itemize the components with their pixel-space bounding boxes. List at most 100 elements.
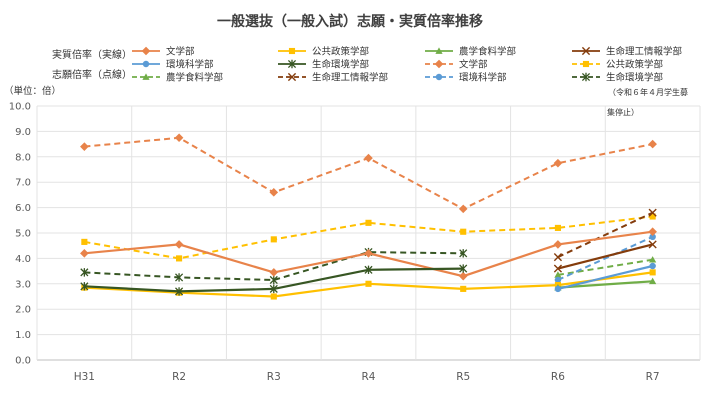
series-line-applicant-life-sci-info xyxy=(557,211,654,259)
legend-item-applicant-public-policy: 公共政策学部 xyxy=(572,59,663,71)
plot-area xyxy=(80,133,657,300)
data-point-applicant-public-policy xyxy=(270,236,277,243)
data-point-applicant-life-env xyxy=(269,275,278,285)
x-tick-label: H31 xyxy=(74,371,95,383)
unit-label: （単位：倍） xyxy=(4,85,61,97)
data-point-applicant-life-env xyxy=(459,249,468,258)
legend-item-actual-literature: 文学部 xyxy=(132,46,195,58)
series-applicant-life-env xyxy=(80,247,468,285)
data-point-applicant-public-policy xyxy=(365,219,372,226)
data-point-actual-literature xyxy=(80,249,89,258)
legend-marker xyxy=(581,46,591,56)
x-tick-label: R2 xyxy=(172,371,186,383)
data-point-applicant-life-sci-info xyxy=(553,253,563,262)
data-point-actual-public-policy xyxy=(649,269,656,276)
series-actual-life-sci-info xyxy=(553,240,657,273)
y-axis: 0.0 1.0 2.0 3.0 4.0 5.0 6.0 7.0 8.0 9.0 10.0 xyxy=(9,102,31,367)
legend-label: 農学食料学部 xyxy=(459,46,516,58)
series-actual-life-env xyxy=(80,264,468,296)
data-point-applicant-env-science xyxy=(554,276,562,284)
y-tick-label: 2.0 xyxy=(15,305,31,316)
data-point-actual-life-env xyxy=(459,264,468,273)
legend-marker xyxy=(141,46,151,56)
data-point-applicant-env-science xyxy=(649,233,656,241)
series-applicant-literature xyxy=(80,133,657,214)
y-tick-label: 4.0 xyxy=(15,254,31,265)
series-actual-literature xyxy=(80,227,657,281)
chart-title: 一般選抜（一般入試）志願・実質倍率推移 xyxy=(217,13,483,30)
data-point-applicant-literature xyxy=(174,133,184,143)
data-point-actual-life-env xyxy=(269,284,278,294)
series-line-actual-life-sci-info xyxy=(557,243,653,270)
series-line-applicant-agri-food xyxy=(557,258,653,276)
x-tick-label: R4 xyxy=(362,371,376,383)
series-applicant-agri-food xyxy=(554,256,657,278)
legend-marker xyxy=(287,72,297,82)
data-point-actual-literature xyxy=(553,240,563,249)
data-point-actual-public-policy xyxy=(460,285,467,292)
legend-label: 文学部 xyxy=(459,59,488,71)
y-tick-label: 5.0 xyxy=(15,229,31,240)
y-tick-label: 8.0 xyxy=(15,152,31,163)
legend-marker xyxy=(142,73,150,80)
legend-item-applicant-life-env: 生命環境学部 xyxy=(572,72,663,84)
data-point-actual-literature xyxy=(458,271,468,281)
data-point-actual-public-policy xyxy=(365,280,372,287)
data-point-applicant-literature xyxy=(458,204,468,214)
data-point-applicant-public-policy xyxy=(81,238,88,245)
y-tick-label: 7.0 xyxy=(15,178,31,189)
data-point-applicant-life-sci-info xyxy=(648,208,657,217)
legend-marker xyxy=(435,47,443,54)
x-tick-label: R7 xyxy=(646,371,660,383)
legend-label: 環境科学部 xyxy=(166,59,214,71)
legend-item-applicant-env-science: 環境科学部 xyxy=(425,72,507,84)
gridlines xyxy=(36,105,701,361)
data-point-actual-life-env xyxy=(364,265,373,275)
data-point-actual-literature xyxy=(174,240,184,249)
series-line-applicant-env-science xyxy=(557,235,654,281)
legend-item-applicant-life-sci-info: 生命理工情報学部 xyxy=(278,72,388,84)
data-point-actual-life-sci-info xyxy=(553,264,563,273)
data-point-actual-env-science xyxy=(649,262,656,270)
y-tick-label: 3.0 xyxy=(15,279,31,290)
legend-marker xyxy=(581,72,591,82)
y-tick-label: 1.0 xyxy=(15,330,31,341)
legend-item-actual-life-sci-info: 生命理工情報学部 xyxy=(572,46,682,58)
data-point-actual-env-science xyxy=(554,285,562,293)
data-point-actual-literature xyxy=(648,227,657,237)
legend-label: 生命理工情報学部 xyxy=(312,72,388,84)
legend-group-applicant-label: 志願倍率（点線） xyxy=(52,68,132,81)
data-point-actual-life-sci-info xyxy=(648,240,657,249)
legend-label: 環境科学部 xyxy=(459,72,507,84)
data-point-actual-literature xyxy=(364,249,373,258)
legend-marker xyxy=(434,59,444,69)
data-point-applicant-literature xyxy=(648,139,657,149)
legend-marker xyxy=(287,59,297,69)
y-tick-label: 10.0 xyxy=(9,102,31,113)
x-tick-label: R6 xyxy=(551,371,565,383)
data-point-applicant-agri-food xyxy=(649,256,657,263)
x-tick-label: R5 xyxy=(456,371,470,383)
x-tick-label: R3 xyxy=(267,371,281,383)
note-line-2: 集停止） xyxy=(607,107,639,117)
legend-item-actual-life-env: 生命環境学部 xyxy=(278,59,369,71)
series-applicant-public-policy xyxy=(81,213,656,262)
legend-group-actual-label: 実質倍率（実線） xyxy=(52,48,132,61)
data-point-applicant-public-policy xyxy=(649,213,656,220)
data-point-actual-life-env xyxy=(175,287,184,296)
data-point-applicant-literature xyxy=(364,153,373,163)
data-point-actual-literature xyxy=(269,268,279,277)
series-line-actual-env-science xyxy=(557,264,653,290)
y-tick-label: 6.0 xyxy=(15,203,31,214)
legend-item-applicant-agri-food: 農学食料学部 xyxy=(132,72,223,84)
series-applicant-env-science xyxy=(554,233,656,284)
legend-item-actual-agri-food: 農学食料学部 xyxy=(425,46,516,58)
legend-label: 生命理工情報学部 xyxy=(606,46,682,58)
legend-item-applicant-literature: 文学部 xyxy=(425,59,488,71)
data-point-actual-agri-food xyxy=(649,277,657,285)
legend-marker xyxy=(288,47,296,55)
series-line-applicant-life-env xyxy=(84,251,464,282)
legend-marker xyxy=(435,73,443,81)
